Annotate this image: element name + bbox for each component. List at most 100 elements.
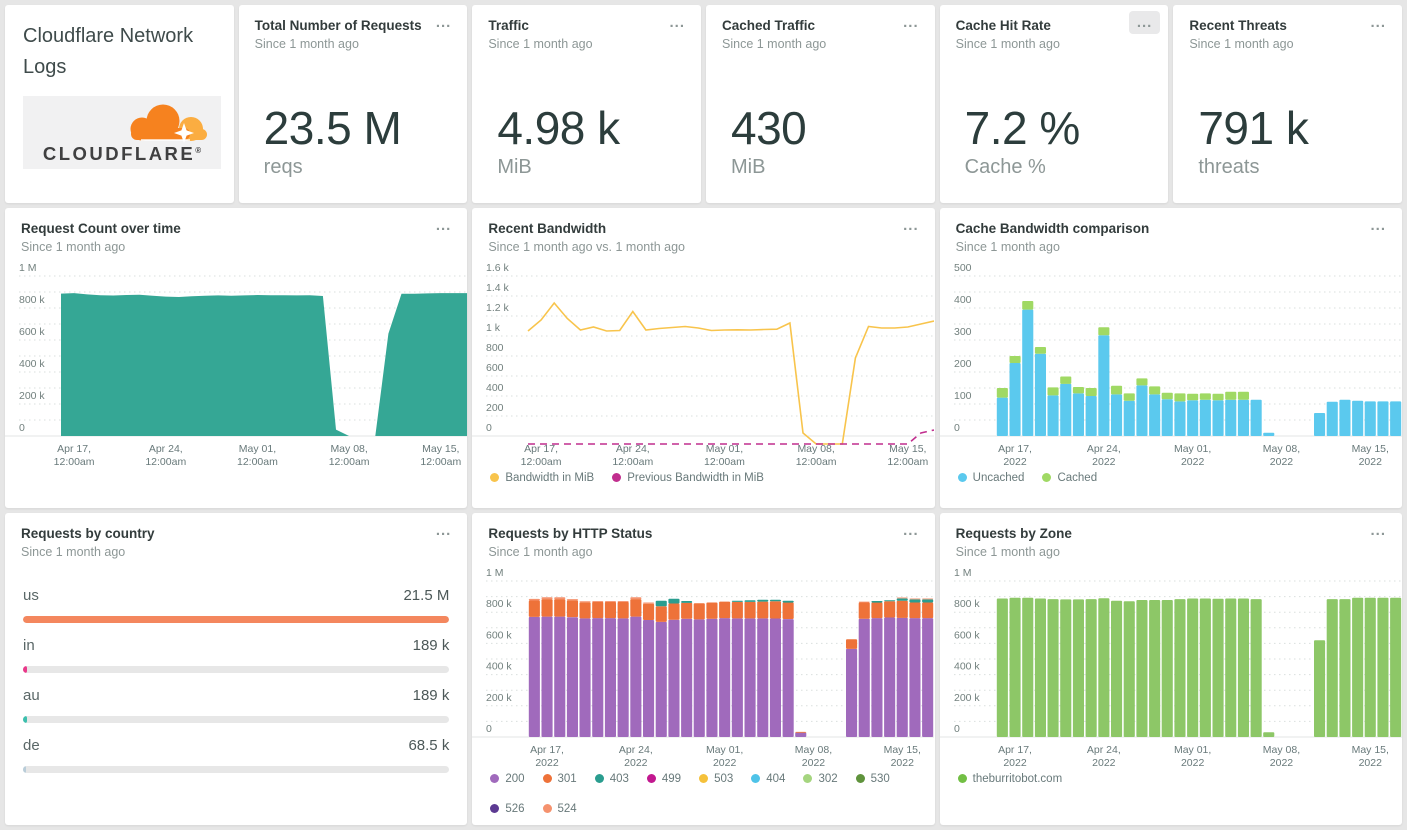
legend-item[interactable]: 503: [699, 773, 733, 785]
country-row-de[interactable]: de 68.5 k: [23, 737, 450, 773]
svg-text:Apr 24,: Apr 24,: [1087, 443, 1121, 455]
country-bar-fill: [23, 665, 27, 673]
legend-item[interactable]: Cached: [1042, 472, 1097, 484]
request-count-chart[interactable]: 1 M 800 k 600 k 400 k 200 k 0 Apr 17, 12:00am Ap…: [5, 258, 467, 470]
panel-subtitle: Since 1 month ago: [21, 544, 126, 559]
legend: Bandwidth in MiB Previous Bandwidth in M…: [472, 470, 934, 484]
legend-dot: [957, 774, 967, 784]
page-title: Cloudflare Network Logs: [23, 25, 194, 78]
panel-menu-button[interactable]: ...: [428, 519, 460, 542]
panel-menu-button[interactable]: ...: [895, 519, 927, 542]
svg-text:400 k: 400 k: [486, 660, 512, 672]
country-label: au: [23, 686, 40, 704]
country-bar-track: [23, 715, 450, 723]
legend-dot: [542, 774, 552, 784]
country-bar-track: [23, 665, 450, 673]
panel-requests-by-country: Requests by country Since 1 month ago ..…: [5, 513, 468, 825]
panel-subtitle: Since 1 month ago: [21, 239, 126, 254]
panel-menu-button[interactable]: ...: [661, 11, 693, 34]
svg-text:12:00am: 12:00am: [420, 456, 461, 468]
panel-recent-bandwidth: Recent Bandwidth Since 1 month ago vs. 1…: [472, 208, 935, 508]
svg-text:2022: 2022: [1092, 456, 1116, 468]
legend-item[interactable]: Previous Bandwidth in MiB: [612, 472, 764, 484]
country-row-in[interactable]: in 189 k: [23, 637, 450, 673]
panel-menu-button[interactable]: ...: [1362, 11, 1394, 34]
legend-item[interactable]: 403: [594, 773, 629, 785]
legend-dot: [699, 774, 709, 784]
svg-text:0: 0: [486, 723, 492, 735]
svg-text:400 k: 400 k: [954, 660, 980, 672]
svg-text:May 01,: May 01,: [706, 744, 743, 756]
svg-text:Apr 17,: Apr 17,: [57, 443, 91, 455]
legend-item[interactable]: 302: [803, 773, 838, 785]
svg-text:2022: 2022: [713, 757, 737, 769]
legend-item[interactable]: 524: [542, 803, 577, 815]
svg-text:500: 500: [954, 262, 972, 274]
panel-subtitle: Since 1 month ago: [722, 36, 827, 51]
panel-menu-button[interactable]: ...: [428, 11, 460, 34]
svg-text:Apr 17,: Apr 17,: [998, 443, 1032, 455]
svg-text:12:00am: 12:00am: [704, 456, 745, 468]
country-row-us[interactable]: us 21.5 M: [23, 587, 450, 623]
svg-text:May 08,: May 08,: [795, 744, 832, 756]
legend: theburritobot.com: [940, 771, 1402, 785]
http-status-chart[interactable]: 1 M 800 k 600 k 400 k 200 k 0 Apr 17, 2022 Apr 2…: [472, 563, 935, 771]
svg-text:1 k: 1 k: [486, 322, 501, 334]
legend-dot: [490, 473, 500, 483]
svg-text:400 k: 400 k: [19, 358, 45, 370]
country-row-au[interactable]: au 189 k: [23, 686, 450, 723]
country-bar-track: [23, 615, 450, 623]
svg-text:600 k: 600 k: [954, 629, 980, 641]
legend-item[interactable]: 404: [751, 773, 785, 785]
cache-bandwidth-chart[interactable]: 500 400 300 200 100 0 Apr 17, 2022 Apr 24, 2022 Ma…: [939, 258, 1402, 470]
legend-dot: [855, 774, 865, 784]
panel-menu-button[interactable]: ...: [895, 11, 927, 34]
panel-menu-button[interactable]: ...: [1362, 519, 1394, 542]
svg-text:12:00am: 12:00am: [54, 456, 95, 468]
svg-text:Apr 17,: Apr 17,: [530, 744, 564, 756]
panel-subtitle: Since 1 month ago: [955, 239, 1060, 254]
svg-text:May 15,: May 15,: [422, 443, 459, 455]
legend-dot: [751, 774, 761, 784]
legend-dot: [612, 473, 622, 483]
svg-text:0: 0: [954, 723, 960, 735]
billboard-unit: threats: [1198, 156, 1260, 179]
panel-traffic: Traffic Since 1 month ago ... 4.98 k MiB: [472, 5, 701, 203]
panel-dashboard-title: Cloudflare Network Logs CLOUDFLARE®: [5, 5, 234, 203]
legend-item[interactable]: 530: [855, 773, 890, 785]
panel-request-count: Request Count over time Since 1 month ag…: [5, 208, 468, 508]
svg-text:May 01,: May 01,: [706, 443, 743, 455]
svg-text:Apr 24,: Apr 24,: [149, 443, 183, 455]
svg-text:May 01,: May 01,: [1174, 744, 1211, 756]
panel-menu-button[interactable]: ...: [428, 214, 460, 237]
panel-menu-button[interactable]: ...: [1128, 11, 1161, 34]
country-bar-track: [23, 765, 450, 773]
svg-text:600 k: 600 k: [19, 326, 45, 338]
legend-item[interactable]: Bandwidth in MiB: [490, 472, 594, 484]
svg-text:May 01,: May 01,: [239, 443, 276, 455]
panel-subtitle: Since 1 month ago: [955, 36, 1060, 51]
legend-item[interactable]: Uncached: [957, 472, 1024, 484]
legend-item[interactable]: 526: [490, 803, 525, 815]
requests-by-zone-chart[interactable]: 1 M 800 k 600 k 400 k 200 k 0 Apr 17, 2022 Apr 2…: [939, 563, 1402, 771]
svg-text:May 15,: May 15,: [889, 443, 926, 455]
legend-dot: [542, 804, 552, 814]
svg-text:12:00am: 12:00am: [888, 456, 929, 468]
svg-text:12:00am: 12:00am: [521, 456, 562, 468]
svg-text:12:00am: 12:00am: [145, 456, 186, 468]
panel-subtitle: Since 1 month ago: [488, 36, 593, 51]
svg-text:2022: 2022: [1181, 757, 1205, 769]
legend-item[interactable]: 301: [542, 773, 577, 785]
svg-text:600: 600: [486, 362, 504, 374]
cloudflare-cloud-icon: [130, 104, 207, 143]
panel-menu-button[interactable]: ...: [1362, 214, 1394, 237]
svg-text:1.2 k: 1.2 k: [486, 302, 510, 314]
panel-menu-button[interactable]: ...: [895, 214, 927, 237]
svg-text:May 01,: May 01,: [1174, 443, 1211, 455]
legend-item[interactable]: 499: [646, 773, 681, 785]
billboard-unit: MiB: [497, 156, 532, 179]
legend-item[interactable]: 200: [490, 773, 525, 785]
legend-item[interactable]: theburritobot.com: [957, 773, 1062, 785]
legend-dot: [490, 774, 500, 784]
